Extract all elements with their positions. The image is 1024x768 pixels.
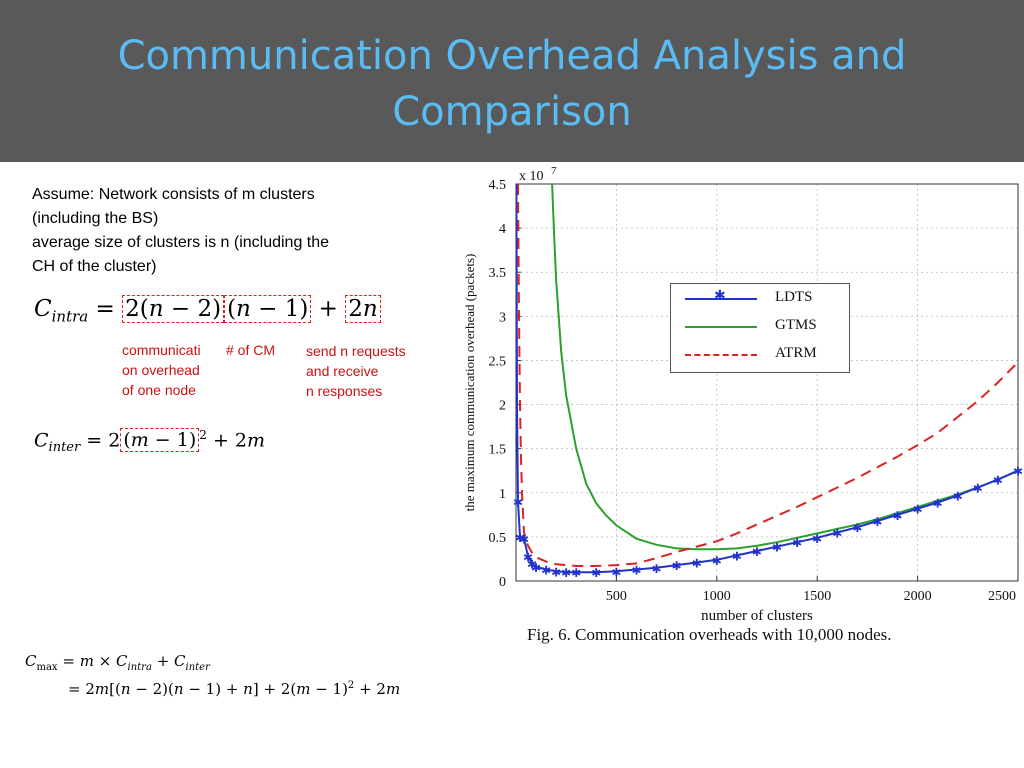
y-exponent-label: x 10 xyxy=(519,169,544,184)
formula-c-intra: Cintra = 2(n − 2) (n − 1) + 2n xyxy=(34,295,381,326)
data-point-ldts: ✱ xyxy=(712,554,722,568)
data-point-ldts: ✱ xyxy=(551,565,561,579)
data-point-ldts: ✱ xyxy=(523,550,533,564)
legend-item-atrm: ATRM xyxy=(671,344,849,366)
data-point-ldts: ✱ xyxy=(953,489,963,503)
data-point-ldts: ✱ xyxy=(531,561,541,575)
legend-item-ldts: ✱ LDTS xyxy=(671,288,849,310)
data-point-ldts: ✱ xyxy=(852,521,862,535)
overhead-chart: 500 1000 1500 2000 250000.511.522.533.544.5 … xyxy=(462,165,1023,624)
y-tick-label: 4.5 xyxy=(489,178,507,193)
slide-title-line-1: Communication Overhead Analysis and xyxy=(117,33,907,79)
annotation-num-cm: # of CM xyxy=(226,340,275,360)
annotation-line: # of CM xyxy=(226,342,276,358)
data-point-ldts: ✱ xyxy=(561,566,571,580)
formula-c-max-line-2: = 2m[(n − 2)(n − 1) + n] + 2(m − 1)2 + 2… xyxy=(68,680,401,698)
chart-ticks: 500 1000 1500 2000 2500 0 0.5 1 1.5 2 2.5 3 3.5 4 4.5 xyxy=(489,178,1019,604)
data-point-ldts: ✱ xyxy=(913,503,923,517)
data-point-ldts: ✱ xyxy=(973,481,983,495)
series-line-gtms xyxy=(551,184,1018,551)
data-point-ldts: ✱ xyxy=(611,565,621,579)
title-bar: Communication Overhead Analysis and Comp… xyxy=(0,0,1024,162)
x-axis-label: number of clusters xyxy=(701,608,813,624)
data-point-ldts: ✱ xyxy=(772,541,782,555)
data-point-ldts: ✱ xyxy=(672,559,682,573)
data-point-ldts: ✱ xyxy=(993,474,1003,488)
figure-caption: Fig. 6. Communication overheads with 10,… xyxy=(527,625,892,644)
x-tick-label: 1000 xyxy=(703,589,731,604)
legend-label: LDTS xyxy=(775,289,813,305)
legend-swatch xyxy=(685,354,757,356)
x-tick-label: 2500 xyxy=(988,589,1016,604)
data-point-ldts: ✱ xyxy=(752,545,762,559)
y-tick-label: 3.5 xyxy=(489,266,507,281)
series-line-ldts xyxy=(516,184,1018,574)
annotation-line: n responses xyxy=(306,383,383,399)
legend-swatch xyxy=(685,298,757,300)
y-tick-label: 3 xyxy=(499,310,506,325)
legend-label: GTMS xyxy=(775,317,817,333)
y-axis-label: the maximum communication overhead (pack… xyxy=(462,254,477,512)
data-point-ldts: ✱ xyxy=(872,515,882,529)
data-point-ldts: ✱ xyxy=(933,496,943,510)
data-point-ldts: ✱ xyxy=(812,532,822,546)
plot-frame xyxy=(515,183,1019,582)
legend-star-marker: ✱ xyxy=(714,288,726,304)
x-tick-label: 500 xyxy=(606,589,627,604)
y-tick-label: 4 xyxy=(499,222,506,237)
y-tick-label: 1 xyxy=(499,487,506,502)
data-point-ldts: ✱ xyxy=(692,556,702,570)
data-point-ldts: ✱ xyxy=(515,531,525,545)
y-tick-label: 1.5 xyxy=(489,443,507,458)
data-point-ldts: ✱ xyxy=(527,557,537,571)
chart-legend: ✱ LDTS GTMS ATRM xyxy=(670,283,850,373)
annotation-send-receive: send n requests and receive n responses xyxy=(306,341,406,401)
y-tick-label: 0.5 xyxy=(489,531,507,546)
legend-item-gtms: GTMS xyxy=(671,316,849,338)
legend-swatch xyxy=(685,326,757,328)
series-line-atrm xyxy=(517,184,1018,567)
data-point-ldts: ✱ xyxy=(792,536,802,550)
data-point-ldts: ✱ xyxy=(571,566,581,580)
assumption-line-1: Assume: Network consists of m clusters xyxy=(32,186,315,203)
x-tick-label: 2000 xyxy=(904,589,932,604)
y-tick-label: 0 xyxy=(499,575,506,590)
data-point-ldts: ✱ xyxy=(1013,465,1023,479)
data-point-ldts: ✱ xyxy=(832,526,842,540)
y-tick-label: 2 xyxy=(499,399,506,414)
data-point-ldts: ✱ xyxy=(519,533,529,547)
assumption-line-2: (including the BS) xyxy=(32,210,159,227)
data-point-ldts: ✱ xyxy=(591,566,601,580)
data-point-ldts: ✱ xyxy=(513,496,523,510)
slide-title: Communication Overhead Analysis and Comp… xyxy=(40,28,984,140)
assumption-line-4: CH of the cluster) xyxy=(32,258,157,275)
assumption-line-3: average size of clusters is n (including… xyxy=(32,234,330,251)
annotation-line: and receive xyxy=(306,363,379,379)
data-point-ldts: ✱ xyxy=(541,564,551,578)
annotation-line: of one node xyxy=(122,382,196,398)
assumption-text: Assume: Network consists of m clusters (… xyxy=(32,183,422,279)
annotation-line: send n requests xyxy=(306,343,406,359)
data-point-ldts: ✱ xyxy=(892,509,902,523)
slide-title-line-2: Comparison xyxy=(392,89,632,135)
chart-grid xyxy=(516,183,1019,582)
data-point-ldts: ✱ xyxy=(652,562,662,576)
chart-series: ✱✱✱✱✱✱ ✱ ✱ ✱ ✱ ✱ ✱ ✱ ✱ ✱ ✱ ✱ ✱ ✱ ✱ ✱ ✱ ✱ ✱ ✱ ✱ ✱ ✱✱✱✱✱ xyxy=(513,184,1023,580)
data-point-ldts: ✱ xyxy=(631,564,641,578)
annotation-communication-overhead: communicati on overhead of one node xyxy=(122,340,201,400)
annotation-line: on overhead xyxy=(122,362,200,378)
y-exponent-power: 7 xyxy=(551,165,557,177)
x-tick-label: 1500 xyxy=(803,589,831,604)
data-point-ldts: ✱ xyxy=(732,549,742,563)
legend-label: ATRM xyxy=(775,345,817,361)
annotation-line: communicati xyxy=(122,342,201,358)
formula-c-max-line-1: Cmax = m × Cintra + Cinter xyxy=(25,652,210,673)
formula-c-inter: Cinter = 2 (m − 1) 2 + 2m xyxy=(34,428,266,456)
y-tick-label: 2.5 xyxy=(489,354,507,369)
